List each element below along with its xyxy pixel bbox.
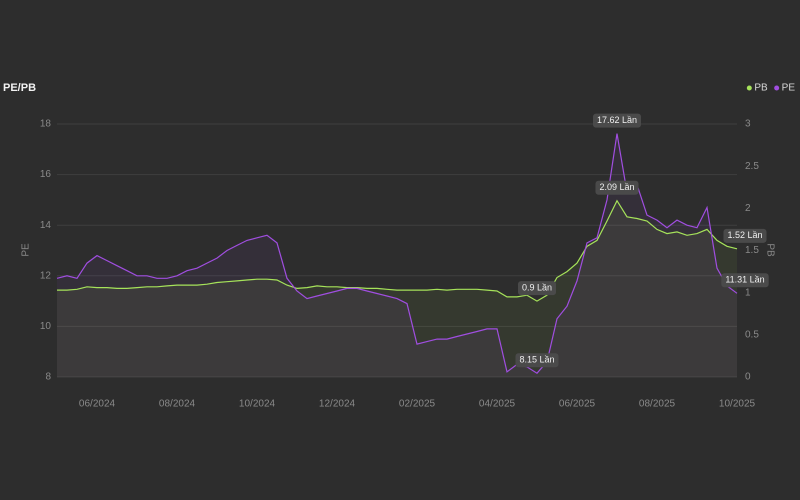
y-tick-label: 10 xyxy=(40,321,52,332)
lines xyxy=(56,133,738,374)
chart-title: PE/PB xyxy=(3,82,36,94)
value-label: 11.31 Lần xyxy=(725,275,764,285)
y-tick-label: 16 xyxy=(40,169,52,180)
series-line xyxy=(57,199,738,302)
legend-label: PB xyxy=(754,83,768,94)
series-area xyxy=(57,200,737,377)
x-tick-label: 08/2024 xyxy=(159,399,196,410)
y-tick-label: 18 xyxy=(40,119,52,130)
badge-bg xyxy=(721,273,769,288)
value-labels: 0.9 Lần 2.09 Lần 1.52 Lần 8.15 Lần 17.62 Lần… xyxy=(515,113,769,368)
value-label: 8.15 Lần xyxy=(519,355,554,365)
y2-tick-label: 1.5 xyxy=(745,245,759,256)
y2-tick-label: 1 xyxy=(745,287,751,298)
y-tick-label: 8 xyxy=(45,372,51,383)
x-tick-label: 10/2024 xyxy=(239,399,276,410)
y2-axis-label: PB xyxy=(764,243,775,257)
value-label: 0.9 Lần xyxy=(522,282,552,292)
x-tick-label: 10/2025 xyxy=(719,399,756,410)
value-label: 1.52 Lần xyxy=(727,230,762,240)
y2-tick-label: 2.5 xyxy=(745,161,759,172)
x-tick-label: 08/2025 xyxy=(639,399,676,410)
badge-bg xyxy=(723,228,767,243)
badge-bg xyxy=(517,281,557,296)
y-tick-label: 14 xyxy=(40,220,52,231)
y-tick-label: 12 xyxy=(40,270,52,281)
y-axis-label: PE xyxy=(21,243,32,257)
y2-tick-label: 0 xyxy=(745,372,751,383)
x-tick-label: 12/2024 xyxy=(319,399,356,410)
badge-bg xyxy=(595,180,639,195)
value-badge: 11.31 Lần xyxy=(721,273,769,288)
legend-marker xyxy=(746,85,752,91)
series-line xyxy=(56,133,738,374)
series-area xyxy=(57,133,737,377)
legend-marker xyxy=(774,85,780,91)
legend-label: PE xyxy=(782,83,796,94)
badge-bg xyxy=(592,113,642,128)
x-tick-label: 06/2025 xyxy=(559,399,596,410)
badge-bg xyxy=(515,353,559,368)
x-tick-label: 04/2025 xyxy=(479,399,516,410)
value-badge: 1.52 Lần xyxy=(723,228,767,243)
x-tick-label: 06/2024 xyxy=(79,399,116,410)
value-badge: 0.9 Lần xyxy=(517,281,557,296)
value-badge: 17.62 Lần xyxy=(592,113,642,128)
value-badge: 2.09 Lần xyxy=(595,180,639,195)
value-badge: 8.15 Lần xyxy=(515,353,559,368)
x-tick-label: 02/2025 xyxy=(399,399,436,410)
y2-tick-label: 0.5 xyxy=(745,329,759,340)
y2-tick-label: 2 xyxy=(745,203,751,214)
value-label: 2.09 Lần xyxy=(599,182,634,192)
areas xyxy=(57,133,737,377)
value-label: 17.62 Lần xyxy=(597,115,637,125)
y2-tick-label: 3 xyxy=(745,119,751,130)
